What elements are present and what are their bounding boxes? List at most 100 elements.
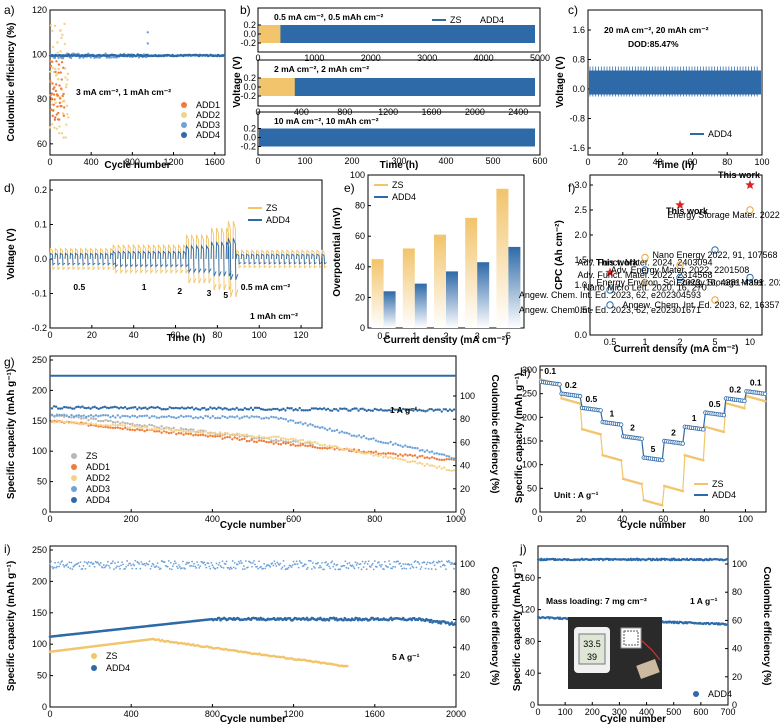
- y-tick-label: 80: [525, 636, 535, 646]
- data-point: [54, 83, 58, 86]
- data-point: [722, 430, 726, 434]
- data-point: [131, 422, 134, 426]
- y-axis-label: CPC (Ah cm⁻²): [554, 220, 565, 290]
- data-point: [204, 563, 207, 566]
- data-point: [728, 402, 732, 406]
- data-point: [284, 438, 288, 441]
- data-point: [63, 565, 66, 568]
- data-point: [121, 421, 124, 424]
- data-point: [436, 561, 439, 564]
- data-point: [323, 427, 327, 430]
- data-point: [72, 422, 76, 425]
- legend-entry: ADD1: [196, 100, 220, 110]
- data-point: [430, 450, 434, 453]
- data-point: [62, 92, 65, 96]
- y-tick-label: 0.0: [243, 133, 256, 143]
- data-point: [53, 56, 57, 60]
- y-tick-label: 50: [527, 483, 537, 493]
- panel-c-frame: [587, 9, 763, 156]
- data-point: [267, 440, 271, 444]
- data-point: [414, 408, 417, 411]
- data-point: [327, 618, 331, 622]
- data-point: [426, 409, 429, 412]
- data-point: [126, 422, 129, 425]
- data-point: [753, 397, 756, 400]
- data-point: [59, 71, 63, 74]
- data-point: [429, 562, 432, 565]
- data-point: [291, 419, 295, 423]
- x-tick-label: 1200: [284, 709, 304, 719]
- x-axis-label: Cycle number: [104, 160, 170, 171]
- x-axis-label: Current density (mA cm⁻²): [384, 335, 509, 346]
- data-point: [411, 446, 414, 449]
- data-point: [140, 407, 143, 410]
- x-axis-label: Cycle number: [620, 520, 686, 531]
- rate-label: 0.5: [585, 394, 597, 404]
- data-point: [162, 427, 166, 430]
- data-point: [53, 420, 56, 424]
- data-point: [327, 562, 330, 565]
- data-point: [61, 94, 64, 98]
- data-point: [199, 408, 202, 411]
- data-point: [89, 422, 93, 425]
- data-point: [188, 406, 192, 410]
- data-point: [279, 437, 283, 440]
- data-point: [240, 433, 244, 437]
- data-point: [235, 432, 239, 435]
- data-point: [189, 430, 193, 434]
- data-point: [741, 406, 744, 409]
- y2-tick-label: 100: [460, 559, 475, 569]
- data-point: [743, 406, 746, 410]
- data-point: [156, 405, 159, 409]
- data-point: [223, 407, 226, 410]
- data-point: [165, 427, 168, 430]
- data-point: [689, 455, 693, 459]
- data-point: [418, 455, 422, 458]
- series-add4-band: [259, 78, 535, 96]
- legend-swatch: [71, 497, 77, 503]
- x-tick-label: 5: [506, 331, 511, 341]
- data-point: [278, 564, 281, 566]
- data-point: [84, 421, 88, 424]
- data-point: [325, 561, 327, 563]
- data-point: [245, 439, 249, 443]
- data-point: [352, 565, 355, 568]
- data-point: [219, 564, 222, 567]
- data-point: [345, 431, 348, 435]
- data-point: [399, 453, 402, 456]
- data-point: [379, 408, 383, 411]
- x-tick-label: 5: [712, 337, 717, 347]
- data-point: [261, 408, 265, 411]
- data-point: [356, 562, 359, 565]
- data-point: [742, 398, 747, 404]
- data-point: [138, 406, 141, 409]
- data-point: [57, 71, 60, 74]
- data-point: [732, 404, 736, 407]
- data-point: [316, 425, 319, 429]
- data-point: [447, 458, 451, 461]
- data-point: [139, 567, 142, 570]
- y-tick-label: 0: [42, 507, 47, 517]
- data-point: [72, 415, 76, 418]
- data-point: [116, 565, 118, 568]
- data-point: [138, 428, 141, 432]
- x-axis-label: Cycle number: [220, 520, 286, 531]
- y-tick-label: -0.8: [569, 114, 585, 124]
- legend-entry: ZS: [392, 180, 404, 190]
- data-point: [294, 438, 297, 441]
- reference-label: Angew. Chem. Int. Ed. 2023, 62, e2023045…: [519, 290, 701, 300]
- data-point: [328, 409, 332, 412]
- reference-marker: [641, 266, 649, 274]
- data-point: [103, 405, 107, 409]
- data-point: [181, 567, 183, 570]
- data-point: [241, 408, 245, 412]
- data-point: [211, 415, 215, 418]
- data-point: [270, 415, 273, 419]
- x-tick-label: 40: [653, 157, 663, 167]
- data-point: [288, 407, 291, 410]
- data-point: [51, 45, 55, 49]
- x-tick-label: 1000: [304, 53, 324, 63]
- data-point: [158, 430, 161, 433]
- data-point: [332, 565, 335, 568]
- x-tick-label: 100: [297, 156, 312, 166]
